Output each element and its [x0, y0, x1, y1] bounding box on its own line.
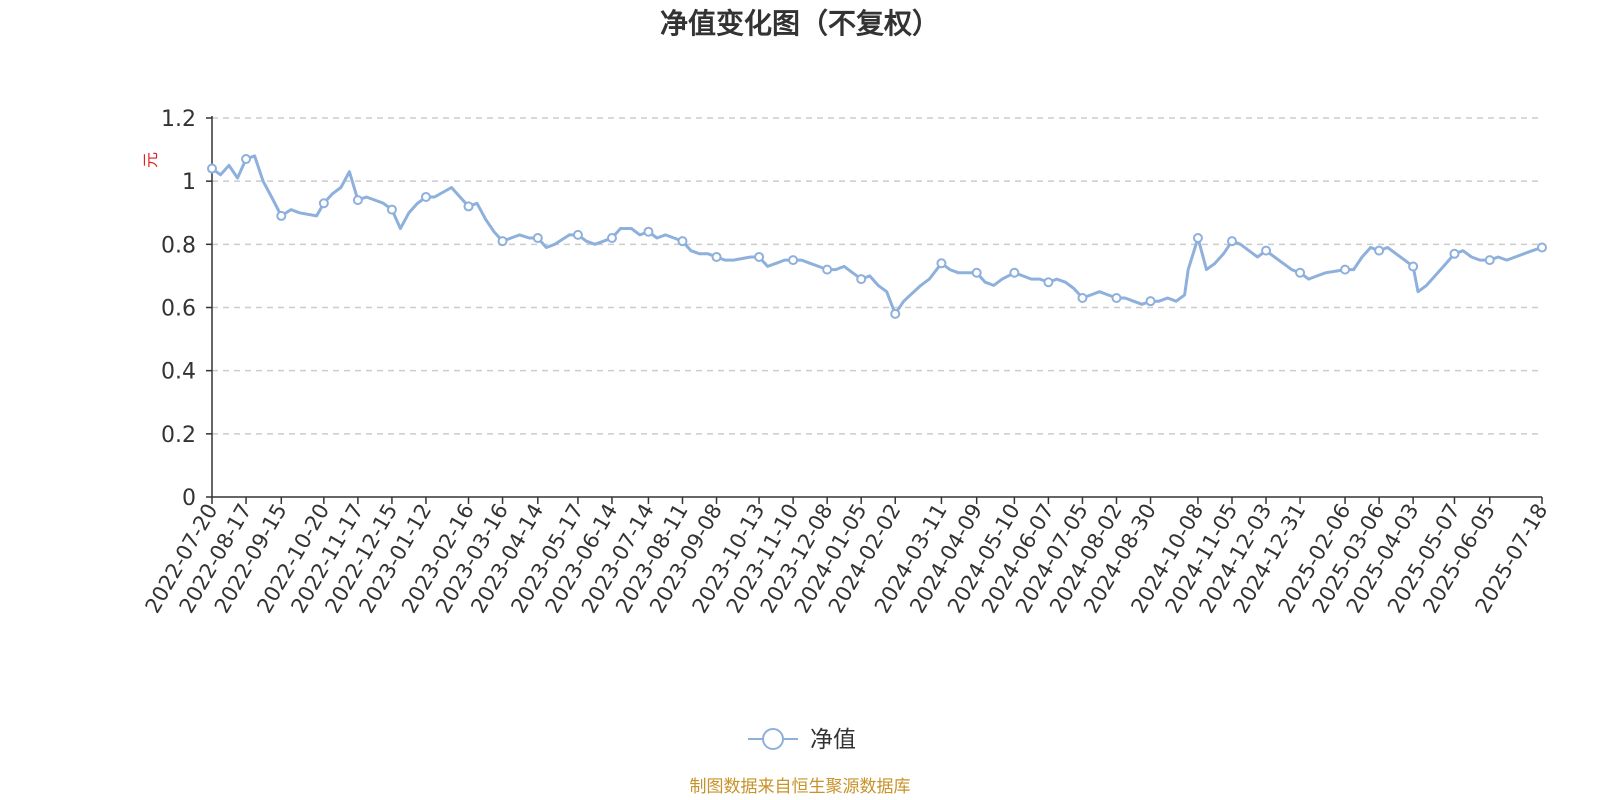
- data-point[interactable]: [856, 274, 867, 285]
- source-note: 制图数据来自恒生聚源数据库: [690, 777, 911, 797]
- data-point[interactable]: [497, 236, 508, 247]
- data-point[interactable]: [1374, 245, 1385, 256]
- chart-title: 净值变化图（不复权）: [660, 7, 940, 40]
- series-line: [211, 154, 1543, 316]
- data-point[interactable]: [1192, 233, 1203, 244]
- data-point[interactable]: [788, 255, 799, 266]
- data-point[interactable]: [1537, 242, 1547, 253]
- data-point[interactable]: [463, 201, 474, 212]
- y-tick-label: 0.6: [161, 297, 196, 322]
- data-point[interactable]: [276, 210, 287, 221]
- data-point[interactable]: [1145, 296, 1156, 307]
- data-point[interactable]: [1043, 277, 1054, 288]
- data-point[interactable]: [1077, 293, 1088, 304]
- data-point[interactable]: [1449, 248, 1460, 259]
- data-point[interactable]: [1226, 236, 1237, 247]
- y-tick-label: 1: [182, 170, 196, 195]
- grid-lines: [212, 117, 1542, 435]
- y-tick-label: 1.2: [161, 107, 196, 132]
- y-tick-label: 0.8: [161, 233, 196, 258]
- data-point[interactable]: [241, 154, 252, 165]
- y-tick-label: 0: [182, 486, 196, 511]
- y-axis-label: 元: [141, 152, 160, 168]
- data-point[interactable]: [1261, 245, 1272, 256]
- y-tick-label: 0.2: [161, 423, 196, 448]
- data-point[interactable]: [352, 195, 363, 206]
- data-point[interactable]: [207, 163, 217, 174]
- data-point[interactable]: [1009, 267, 1020, 278]
- legend[interactable]: 净值: [748, 727, 856, 753]
- data-point[interactable]: [1111, 293, 1122, 304]
- data-point[interactable]: [318, 198, 329, 209]
- data-point[interactable]: [386, 204, 397, 215]
- data-point[interactable]: [606, 233, 617, 244]
- legend-label: 净值: [810, 727, 856, 753]
- data-point[interactable]: [971, 267, 982, 278]
- data-point[interactable]: [754, 251, 765, 262]
- data-point[interactable]: [936, 258, 947, 269]
- data-point[interactable]: [822, 264, 833, 275]
- y-tick-label: 0.4: [161, 360, 196, 385]
- data-point[interactable]: [643, 226, 654, 237]
- legend-circle-icon: [762, 728, 784, 750]
- data-point[interactable]: [890, 308, 901, 319]
- data-point[interactable]: [420, 191, 431, 202]
- data-point[interactable]: [1295, 267, 1306, 278]
- x-axis: 2022-07-202022-08-172022-09-152022-10-20…: [141, 496, 1552, 617]
- data-point[interactable]: [677, 236, 688, 247]
- data-point[interactable]: [1408, 261, 1419, 272]
- data-point[interactable]: [1484, 255, 1495, 266]
- data-point[interactable]: [711, 251, 722, 262]
- series-nav: [207, 154, 1547, 319]
- data-point[interactable]: [1340, 264, 1351, 275]
- y-axis: 0 0.2 0.4 0.6 0.8 1 1.2: [161, 107, 213, 511]
- data-point[interactable]: [572, 229, 583, 240]
- data-point[interactable]: [532, 233, 543, 244]
